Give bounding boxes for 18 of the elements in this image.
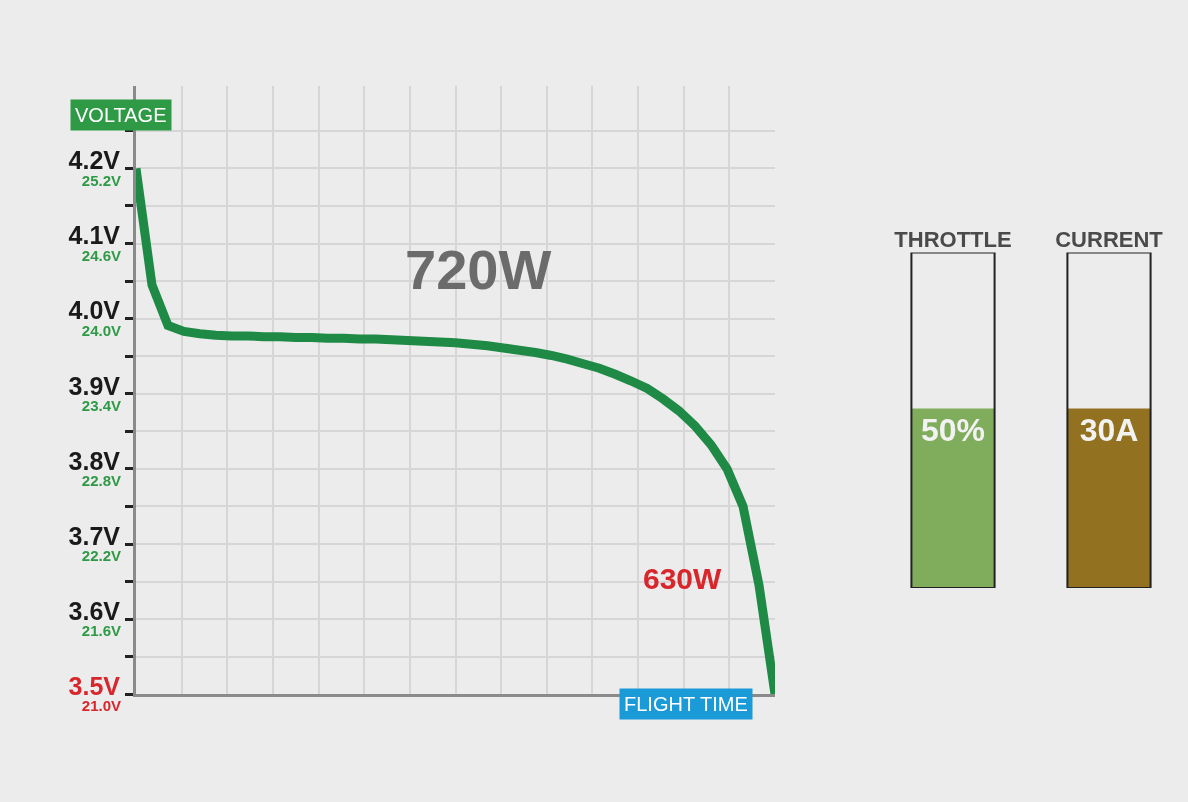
- y2-tick-label: 22.8V: [81, 472, 121, 490]
- y-tick-label: 3.6V: [68, 596, 121, 625]
- y-tick-label: 3.5V: [68, 672, 121, 700]
- y2-tick-label: 22.2V: [81, 547, 121, 565]
- x-axis-title: FLIGHT TIME: [624, 693, 748, 715]
- annotation: VOLTAGE: [75, 104, 167, 126]
- y2-tick-label: 21.6V: [81, 622, 121, 640]
- y2-tick-label: 21.0V: [81, 697, 121, 715]
- annotation: 630W: [643, 562, 723, 595]
- data-label: 30A: [1079, 411, 1139, 448]
- y-tick-label: 3.7V: [68, 521, 121, 550]
- data-label: 50%: [920, 411, 986, 448]
- text: 720W: [405, 238, 552, 301]
- x-tick-label: THROTTLE: [894, 227, 1012, 253]
- y2-tick-label: 23.4V: [81, 397, 121, 415]
- y-tick-label: 3.9V: [68, 371, 121, 400]
- x-tick-label: CURRENT: [1055, 227, 1164, 253]
- y-tick-label: 3.8V: [68, 446, 121, 475]
